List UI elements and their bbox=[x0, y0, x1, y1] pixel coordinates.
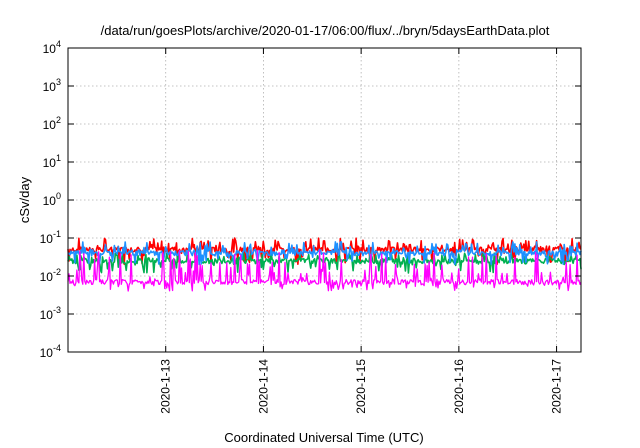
grid bbox=[68, 48, 581, 352]
y-tick-label: 101 bbox=[43, 153, 61, 170]
series-group bbox=[67, 237, 582, 292]
x-axis: 2020-1-13 2020-1-14 2020-1-15 2020-1-16 2020… bbox=[159, 48, 564, 414]
y-tick-label: 104 bbox=[43, 39, 61, 56]
series-line bbox=[67, 237, 582, 266]
x-tick-label: 2020-1-14 bbox=[256, 359, 270, 414]
x-tick-label: 2020-1-16 bbox=[452, 359, 466, 414]
series-line bbox=[67, 249, 582, 292]
y-tick-label: 102 bbox=[43, 115, 61, 132]
y-tick-label: 103 bbox=[43, 77, 61, 94]
chart-title: /data/run/goesPlots/archive/2020-01-17/0… bbox=[101, 23, 550, 38]
x-tick-label: 2020-1-17 bbox=[550, 359, 564, 414]
y-tick-label: 10-2 bbox=[40, 267, 61, 284]
y-axis-label: cSv/day bbox=[17, 176, 32, 223]
y-axis: 104 103 102 101 100 10-1 10-2 10-3 10-4 bbox=[40, 39, 581, 360]
x-tick-label: 2020-1-13 bbox=[159, 359, 173, 414]
y-tick-label: 10-1 bbox=[40, 229, 61, 246]
y-tick-label: 100 bbox=[43, 191, 61, 208]
series-line bbox=[67, 241, 582, 266]
y-tick-label: 10-3 bbox=[40, 305, 61, 322]
y-tick-label: 10-4 bbox=[40, 343, 61, 360]
x-tick-label: 2020-1-15 bbox=[354, 359, 368, 414]
x-axis-label: Coordinated Universal Time (UTC) bbox=[224, 430, 423, 445]
